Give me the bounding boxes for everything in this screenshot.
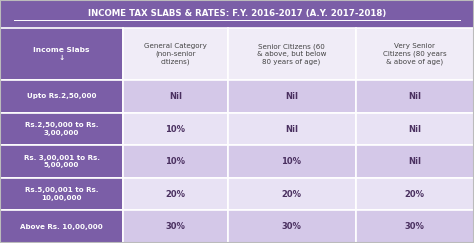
Text: 30%: 30% <box>282 222 301 231</box>
FancyBboxPatch shape <box>228 178 356 210</box>
Text: Nil: Nil <box>285 124 298 134</box>
FancyBboxPatch shape <box>0 145 123 178</box>
FancyBboxPatch shape <box>123 113 228 145</box>
FancyBboxPatch shape <box>356 145 474 178</box>
Text: 20%: 20% <box>282 190 301 199</box>
Text: 20%: 20% <box>165 190 185 199</box>
FancyBboxPatch shape <box>123 178 228 210</box>
FancyBboxPatch shape <box>0 0 474 28</box>
FancyBboxPatch shape <box>0 80 123 113</box>
FancyBboxPatch shape <box>0 210 123 243</box>
FancyBboxPatch shape <box>123 145 228 178</box>
Text: 20%: 20% <box>405 190 425 199</box>
Text: 10%: 10% <box>165 124 185 134</box>
FancyBboxPatch shape <box>356 210 474 243</box>
FancyBboxPatch shape <box>123 28 228 80</box>
FancyBboxPatch shape <box>228 80 356 113</box>
Text: General Category
(non-senior
citizens): General Category (non-senior citizens) <box>144 43 207 65</box>
Text: Above Rs. 10,00,000: Above Rs. 10,00,000 <box>20 224 103 230</box>
Text: INCOME TAX SLABS & RATES: F.Y. 2016-2017 (A.Y. 2017-2018): INCOME TAX SLABS & RATES: F.Y. 2016-2017… <box>88 9 386 18</box>
Text: Upto Rs.2,50,000: Upto Rs.2,50,000 <box>27 94 96 99</box>
FancyBboxPatch shape <box>228 113 356 145</box>
FancyBboxPatch shape <box>228 28 356 80</box>
FancyBboxPatch shape <box>0 113 123 145</box>
FancyBboxPatch shape <box>356 113 474 145</box>
FancyBboxPatch shape <box>228 145 356 178</box>
FancyBboxPatch shape <box>356 178 474 210</box>
Text: Nil: Nil <box>169 92 182 101</box>
Text: Very Senior
Citizens (80 years
& above of age): Very Senior Citizens (80 years & above o… <box>383 43 447 65</box>
FancyBboxPatch shape <box>356 28 474 80</box>
Text: 30%: 30% <box>405 222 425 231</box>
Text: Nil: Nil <box>285 92 298 101</box>
FancyBboxPatch shape <box>356 80 474 113</box>
Text: Nil: Nil <box>408 157 421 166</box>
Text: Income Slabs
↓: Income Slabs ↓ <box>33 47 90 61</box>
Text: Nil: Nil <box>408 92 421 101</box>
FancyBboxPatch shape <box>228 210 356 243</box>
Text: Rs. 3,00,001 to Rs.
5,00,000: Rs. 3,00,001 to Rs. 5,00,000 <box>24 155 100 168</box>
Text: Rs.2,50,000 to Rs.
3,00,000: Rs.2,50,000 to Rs. 3,00,000 <box>25 122 99 136</box>
Text: Senior Citizens (60
& above, but below
80 years of age): Senior Citizens (60 & above, but below 8… <box>257 43 326 65</box>
FancyBboxPatch shape <box>123 210 228 243</box>
Text: Nil: Nil <box>408 124 421 134</box>
FancyBboxPatch shape <box>123 80 228 113</box>
Text: 10%: 10% <box>165 157 185 166</box>
Text: 30%: 30% <box>165 222 185 231</box>
FancyBboxPatch shape <box>0 178 123 210</box>
Text: Rs.5,00,001 to Rs.
10,00,000: Rs.5,00,001 to Rs. 10,00,000 <box>25 187 99 201</box>
Text: 10%: 10% <box>282 157 301 166</box>
FancyBboxPatch shape <box>0 28 123 80</box>
